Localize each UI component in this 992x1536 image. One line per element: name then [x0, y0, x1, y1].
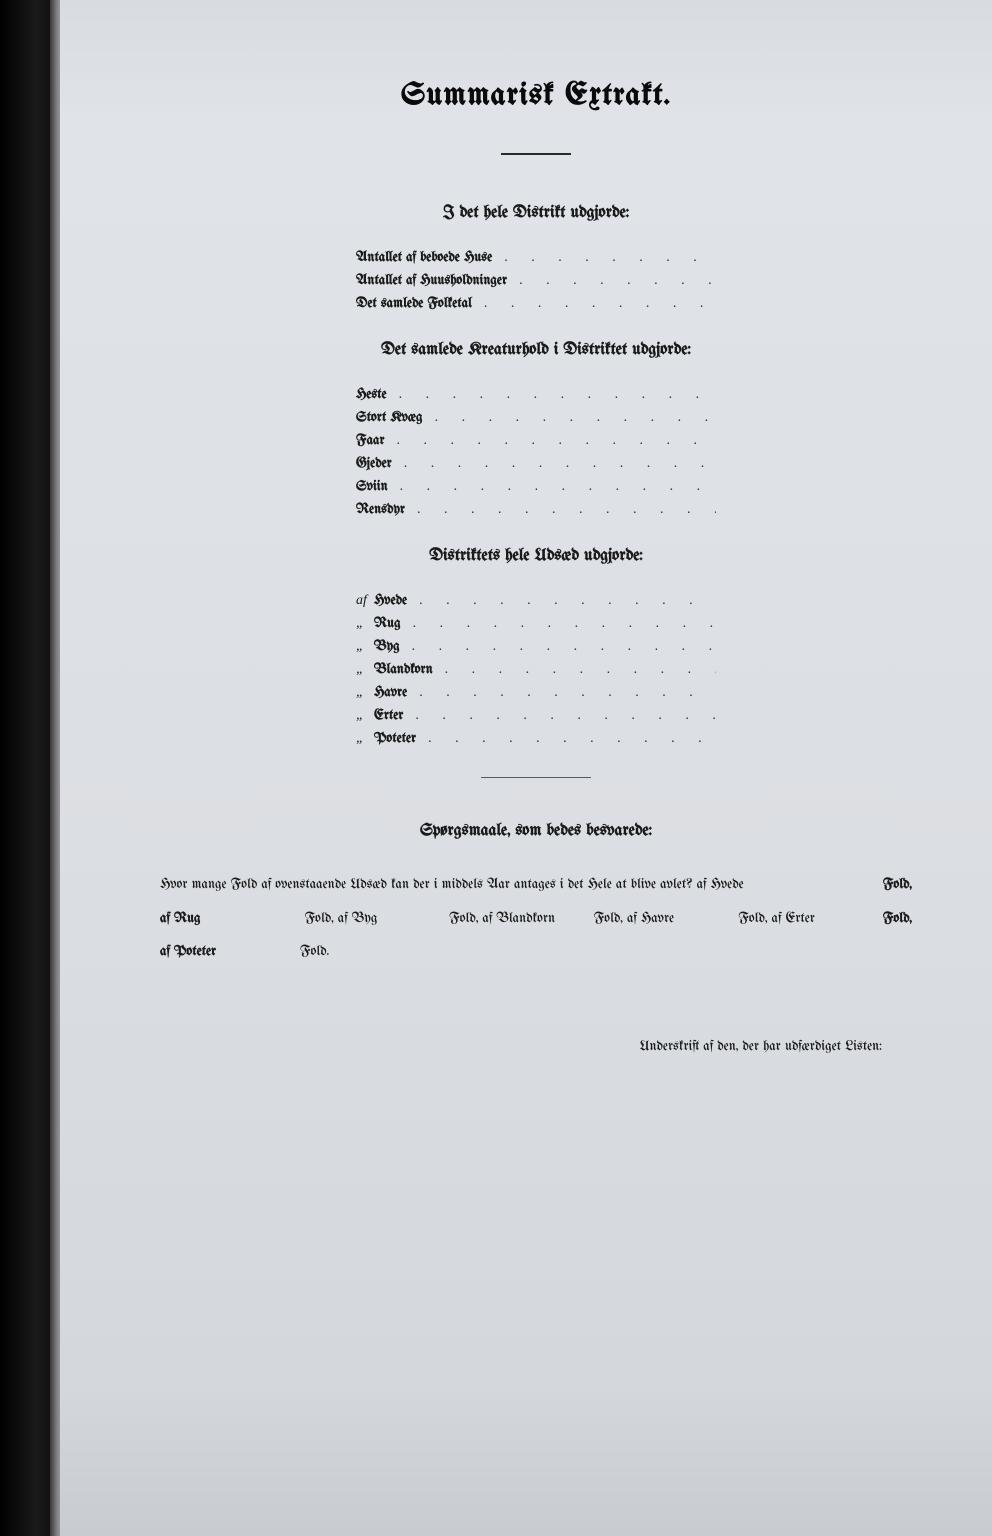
row-peas: „ Erter . . . . . . . . . . . . . . . — [356, 708, 716, 724]
question-line-2: af Rug Fold, af Byg Fold, af Blandkorn F… — [120, 902, 952, 936]
label: Gjeder — [356, 456, 392, 471]
ditto-mark: „ — [356, 731, 374, 747]
leader-dots: . . . . . . . . . . . . . . . — [405, 502, 716, 518]
q-peas: Fold, af Erter — [738, 902, 883, 936]
leader-dots: . . . . . . . . . . . . . . . — [407, 685, 716, 701]
row-horses: Heste . . . . . . . . . . . . . . . . — [356, 387, 716, 403]
label: Blandkorn — [374, 662, 433, 677]
leader-dots: . . . . . . . . . . . . . . . — [407, 593, 716, 609]
leader-dots: . . . . . . . . . . . — [492, 250, 716, 266]
section1-block: Antallet af beboede Huse . . . . . . . .… — [356, 250, 716, 312]
row-rye: „ Rug . . . . . . . . . . . . . . . . — [356, 616, 716, 632]
label: Antallet af beboede Huse — [356, 250, 492, 265]
row-population: Det samlede Folketal . . . . . . . . . .… — [356, 296, 716, 312]
label: Stort Kvæg — [356, 410, 423, 425]
label: Havre — [374, 685, 407, 700]
leader-dots: . . . . . . . . . . . . . . — [423, 410, 716, 426]
row-pigs: Sviin . . . . . . . . . . . . . . . . — [356, 479, 716, 495]
row-houses: Antallet af beboede Huse . . . . . . . .… — [356, 250, 716, 266]
label: Erter — [374, 708, 403, 723]
page-title: Summarisk Extrakt. — [120, 80, 952, 113]
section1-heading: I det hele Distrikt udgjorde: — [120, 205, 952, 222]
q-potatoes: af Poteter — [160, 935, 300, 969]
ditto-mark: „ — [356, 662, 374, 678]
label: Rug — [374, 616, 401, 631]
q-rye: af Rug — [160, 902, 305, 936]
leader-dots: . . . . . . . . . . . . . . . . — [388, 479, 716, 495]
row-wheat: af Hvede . . . . . . . . . . . . . . . — [356, 593, 716, 609]
row-goats: Gjeder . . . . . . . . . . . . . . . . — [356, 456, 716, 472]
questions-block: Hvor mange Fold af ovenstaaende Udsæd ka… — [120, 868, 952, 969]
q-mixed: Fold, af Blandkorn — [449, 902, 594, 936]
book-binding — [0, 0, 60, 1536]
q-barley: Fold, af Byg — [305, 902, 450, 936]
q-fold: Fold, — [883, 902, 922, 936]
section4-heading: Spørgsmaale, som bedes besvarede: — [120, 823, 952, 840]
document-page: Summarisk Extrakt. I det hele Distrikt u… — [60, 0, 992, 1536]
label: Rensdyr — [356, 502, 405, 517]
label: Sviin — [356, 479, 388, 494]
label: Byg — [374, 639, 400, 654]
ditto-mark: „ — [356, 685, 374, 701]
row-mixed-grain: „ Blandkorn . . . . . . . . . . . . . — [356, 662, 716, 678]
leader-dots: . . . . . . . . . . . — [472, 296, 716, 312]
label: Faar — [356, 433, 385, 448]
section3-heading: Distriktets hele Udsæd udgjorde: — [120, 548, 952, 565]
question-line-1: Hvor mange Fold af ovenstaaende Udsæd ka… — [120, 868, 952, 902]
label: Det samlede Folketal — [356, 296, 472, 311]
label: Antallet af Huusholdninger — [356, 273, 507, 288]
leader-dots: . . . . . . . . . . . . . . . . — [400, 639, 716, 655]
ditto-mark: „ — [356, 616, 374, 632]
divider-medium — [481, 777, 591, 778]
row-cattle: Stort Kvæg . . . . . . . . . . . . . . — [356, 410, 716, 426]
ditto-mark: „ — [356, 639, 374, 655]
label: Hvede — [374, 593, 407, 608]
row-households: Antallet af Huusholdninger . . . . . . .… — [356, 273, 716, 289]
signature-line: Underskrift af den, der har udfærdiget L… — [120, 1039, 952, 1054]
row-sheep: Faar . . . . . . . . . . . . . . . . — [356, 433, 716, 449]
leader-dots: . . . . . . . . . . . . . . . . — [392, 456, 716, 472]
section2-block: Heste . . . . . . . . . . . . . . . . St… — [356, 387, 716, 518]
leader-dots: . . . . . . . . . . . . . . . . — [387, 387, 716, 403]
label: Heste — [356, 387, 387, 402]
q-fold: Fold, — [883, 868, 922, 902]
prefix: af — [356, 593, 374, 609]
leader-dots: . . . . . . . . . . . . . . . . — [385, 433, 716, 449]
section2-heading: Det samlede Kreaturhold i Distriktet udg… — [120, 342, 952, 359]
row-reindeer: Rensdyr . . . . . . . . . . . . . . . — [356, 502, 716, 518]
ditto-mark: „ — [356, 708, 374, 724]
q-oats: Fold, af Havre — [594, 902, 739, 936]
leader-dots: . . . . . . . . . . . . . — [433, 662, 716, 678]
divider-short — [501, 153, 571, 155]
leader-dots: . . . . . . . . . . . . . . . — [403, 708, 716, 724]
question-line-3: af Poteter Fold. — [120, 935, 952, 969]
row-oats: „ Havre . . . . . . . . . . . . . . . — [356, 685, 716, 701]
section3-block: af Hvede . . . . . . . . . . . . . . . „… — [356, 593, 716, 747]
q-fold-end: Fold. — [300, 935, 329, 969]
label: Poteter — [374, 731, 416, 746]
row-potatoes: „ Poteter . . . . . . . . . . . . . . . — [356, 731, 716, 747]
leader-dots: . . . . . . . . . . — [507, 273, 716, 289]
leader-dots: . . . . . . . . . . . . . . . — [416, 731, 716, 747]
q-text: Hvor mange Fold af ovenstaaende Udsæd ka… — [160, 868, 883, 902]
leader-dots: . . . . . . . . . . . . . . . . — [401, 616, 716, 632]
row-barley: „ Byg . . . . . . . . . . . . . . . . — [356, 639, 716, 655]
